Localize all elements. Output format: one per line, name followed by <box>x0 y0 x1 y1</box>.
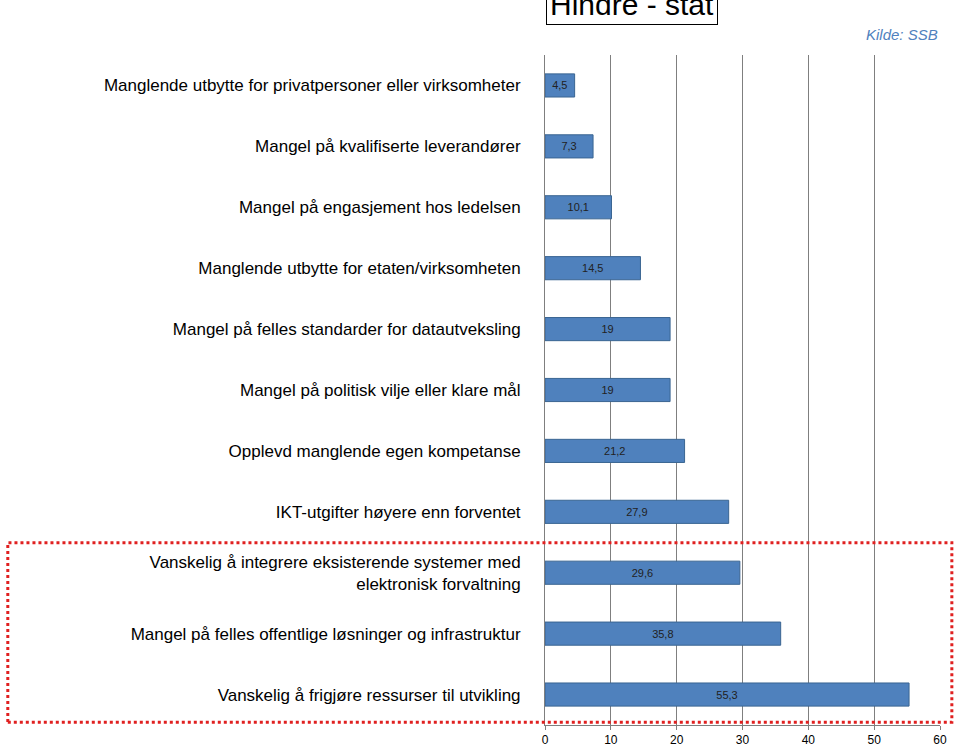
svg-text:Manglende utbytte for etaten/v: Manglende utbytte for etaten/virksomhete… <box>198 259 520 278</box>
svg-text:20: 20 <box>670 733 684 747</box>
svg-text:21,2: 21,2 <box>604 445 625 457</box>
svg-text:Manglende utbytte for privatpe: Manglende utbytte for privatpersoner ell… <box>104 76 521 95</box>
svg-text:Vanskelig å frigjøre ressurser: Vanskelig å frigjøre ressurser til utvik… <box>218 686 521 705</box>
svg-text:30: 30 <box>736 733 750 747</box>
svg-text:7,3: 7,3 <box>561 140 576 152</box>
svg-text:Vanskelig å integrere eksister: Vanskelig å integrere eksisterende syste… <box>150 553 521 594</box>
svg-text:29,6: 29,6 <box>632 567 653 579</box>
svg-text:19: 19 <box>601 384 613 396</box>
svg-text:Opplevd manglende egen kompeta: Opplevd manglende egen kompetanse <box>229 442 521 461</box>
svg-text:10: 10 <box>604 733 618 747</box>
svg-text:14,5: 14,5 <box>582 262 603 274</box>
svg-text:60: 60 <box>933 733 947 747</box>
svg-text:55,3: 55,3 <box>716 689 737 701</box>
svg-text:10,1: 10,1 <box>568 201 589 213</box>
svg-text:4,5: 4,5 <box>552 79 567 91</box>
svg-text:Mangel på felles offentlige lø: Mangel på felles offentlige løsninger og… <box>131 625 521 644</box>
svg-text:0: 0 <box>542 733 549 747</box>
svg-text:35,8: 35,8 <box>652 628 673 640</box>
svg-text:Hindre - stat: Hindre - stat <box>550 0 714 21</box>
svg-text:Mangel på felles standarder fo: Mangel på felles standarder for datautve… <box>173 320 521 339</box>
svg-text:50: 50 <box>867 733 881 747</box>
svg-text:Mangel på engasjement hos lede: Mangel på engasjement hos ledelsen <box>239 198 521 217</box>
svg-text:40: 40 <box>802 733 816 747</box>
svg-text:27,9: 27,9 <box>626 506 647 518</box>
svg-text:Kilde: SSB: Kilde: SSB <box>866 26 938 43</box>
svg-text:IKT-utgifter høyere enn forven: IKT-utgifter høyere enn forventet <box>276 503 521 522</box>
svg-text:19: 19 <box>601 323 613 335</box>
svg-text:Mangel på politisk vilje eller: Mangel på politisk vilje eller klare mål <box>240 381 521 400</box>
svg-text:Mangel på kvalifiserte leveran: Mangel på kvalifiserte leverandører <box>255 137 521 156</box>
